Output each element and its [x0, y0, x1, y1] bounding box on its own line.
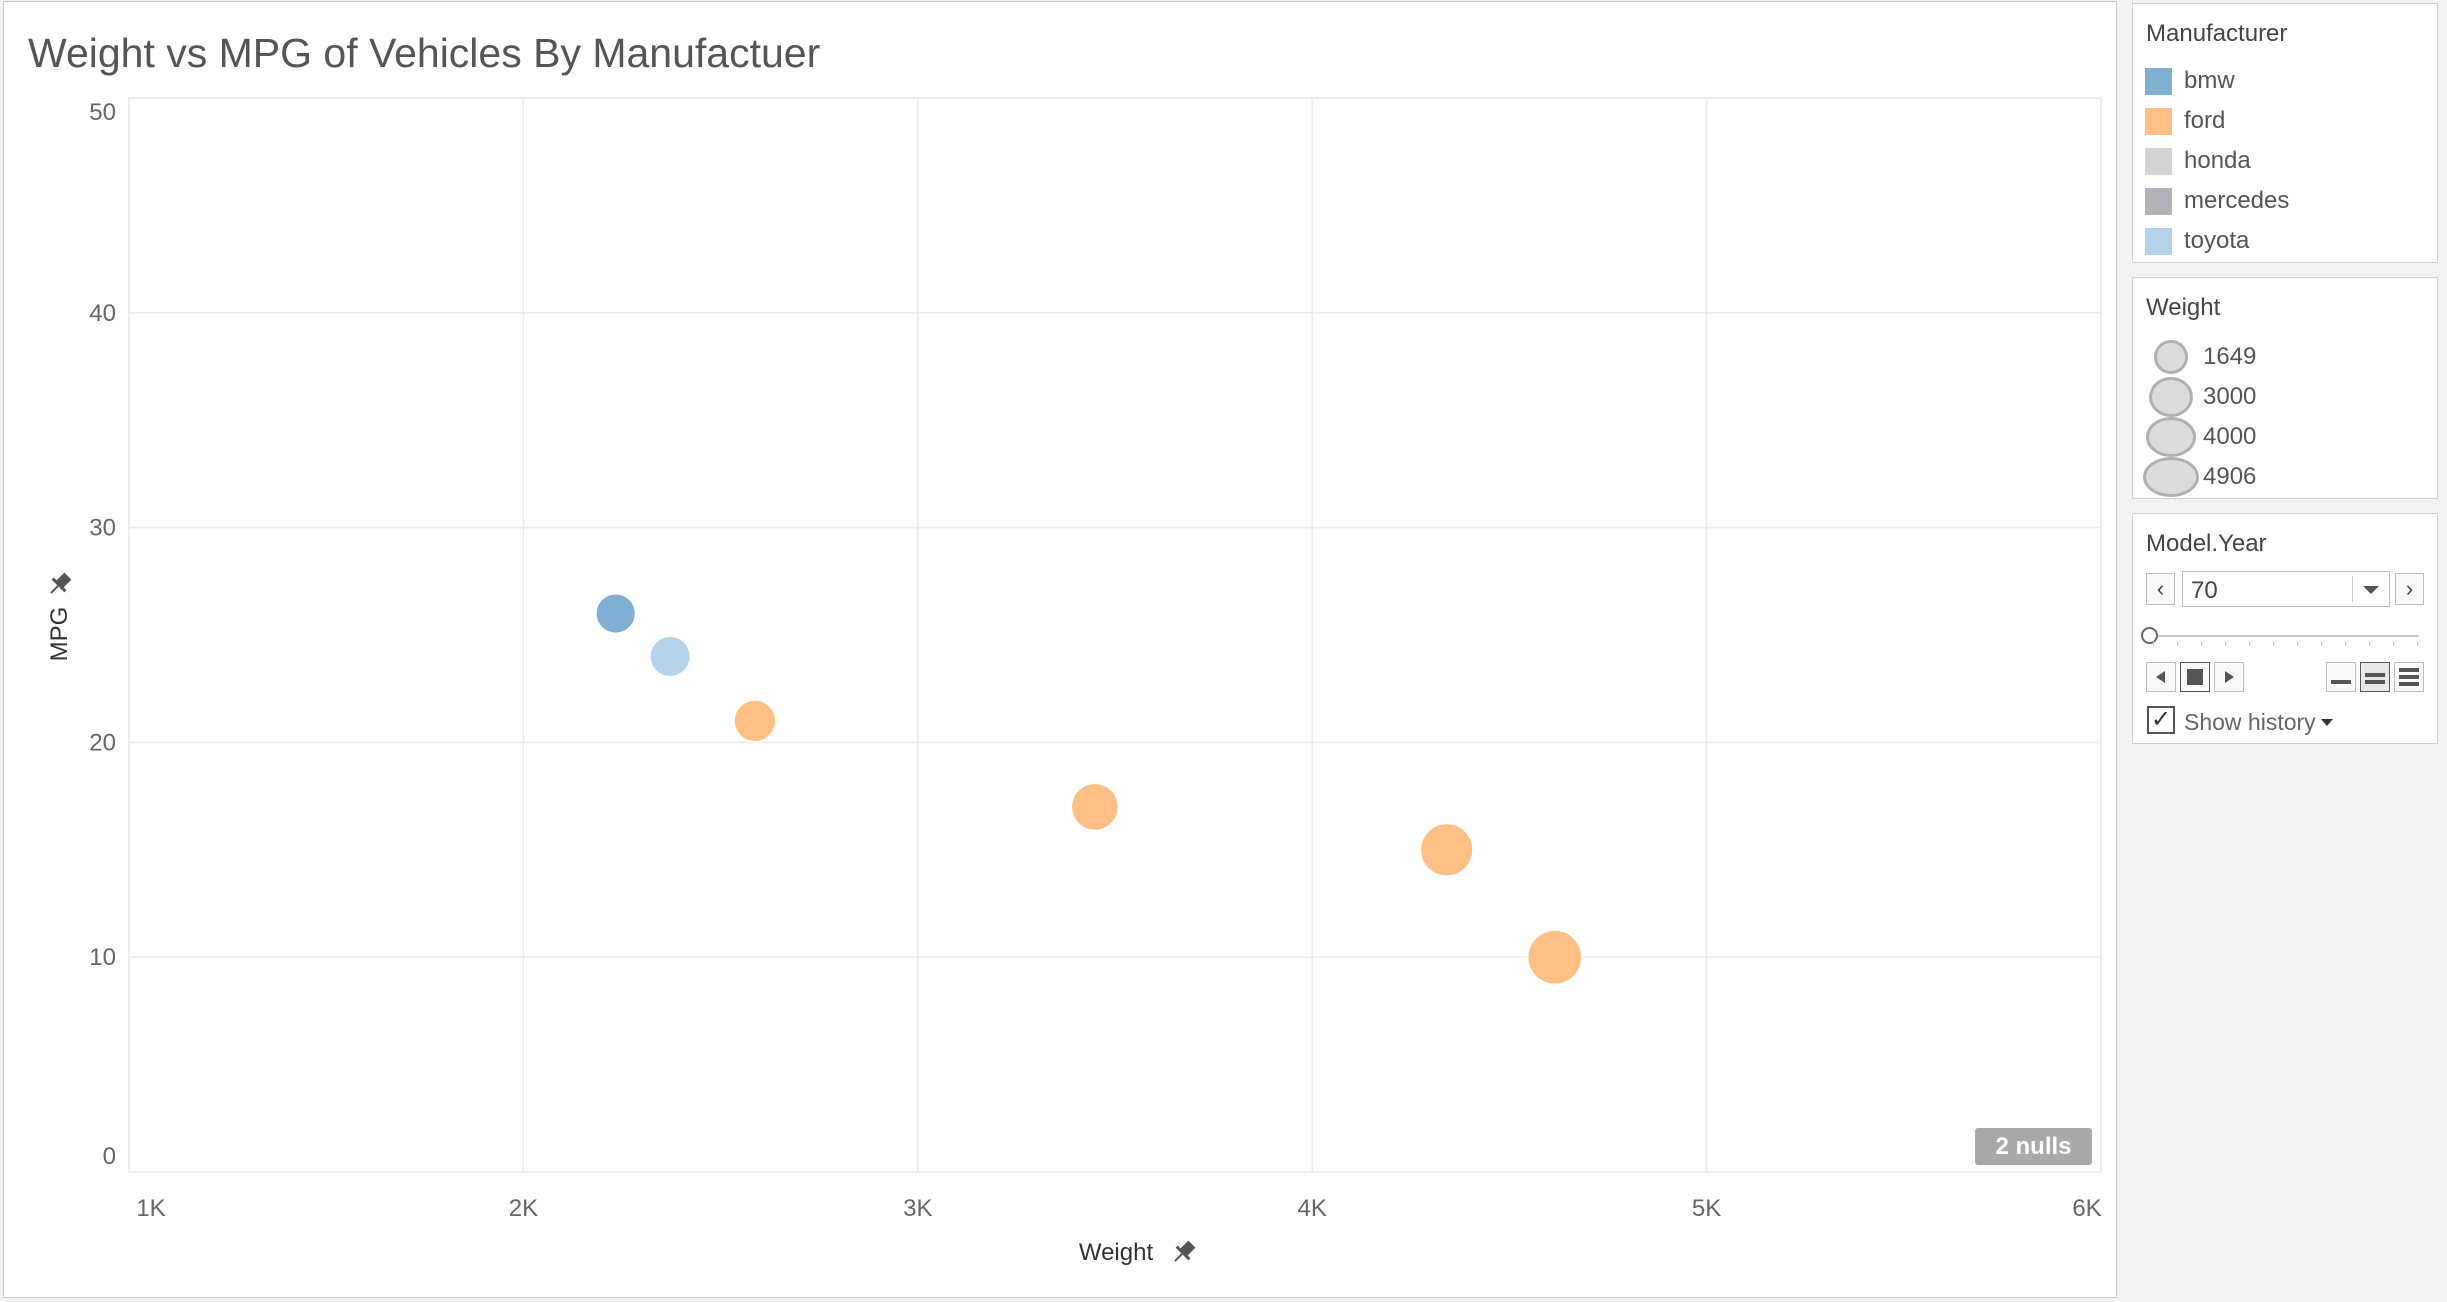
speed-medium-icon — [2365, 673, 2385, 684]
legend-label: ford — [2184, 107, 2226, 134]
legend-swatch — [2145, 227, 2172, 255]
x-axis-label: Weight — [1079, 1239, 1154, 1266]
play-back-icon — [2156, 671, 2165, 683]
legend-item-toyota[interactable]: toyota — [2145, 226, 2249, 256]
data-point-ford — [1070, 782, 1120, 832]
y-tick-label: 50 — [89, 99, 116, 126]
filter-title: Model.Year — [2146, 530, 2267, 557]
play-forward-icon — [2225, 671, 2234, 683]
size-legend-item: 3000 — [2141, 377, 2256, 417]
slider-tick — [2393, 641, 2394, 646]
x-tick-label: 6K — [2072, 1195, 2101, 1222]
model-year-select[interactable]: 70 — [2182, 571, 2390, 607]
size-circle-icon — [2141, 340, 2201, 374]
slider-tick — [2225, 641, 2226, 646]
y-tick-label: 0 — [103, 1143, 116, 1170]
size-legend-label: 3000 — [2203, 383, 2257, 410]
data-point-ford — [733, 699, 777, 743]
size-legend-label: 4906 — [2203, 463, 2257, 490]
stop-icon — [2187, 669, 2203, 685]
y-axis-label: MPG — [46, 607, 73, 662]
caret-down-icon[interactable] — [2321, 719, 2333, 726]
weight-legend-title: Weight — [2146, 294, 2221, 321]
x-tick-label: 1K — [136, 1195, 165, 1222]
size-legend-label: 4000 — [2203, 423, 2257, 450]
year-slider-track[interactable] — [2153, 635, 2419, 637]
next-value-button[interactable]: › — [2395, 573, 2424, 605]
chart-area: 1K 2K 3K 4K 5K 6K 0 10 20 30 40 50 Weight MPG Weight … — [3, 1, 2117, 1298]
legend-item-mercedes[interactable]: mercedes — [2145, 186, 2289, 216]
model-year-filter: Model.Year ‹ 70 › ✓ Show history — [2132, 513, 2438, 744]
legend-label: toyota — [2184, 227, 2250, 254]
chevron-down-icon — [2363, 586, 2379, 594]
size-legend-item: 4906 — [2141, 457, 2256, 497]
checkmark-icon: ✓ — [2150, 706, 2172, 733]
legend-swatch — [2145, 67, 2172, 95]
size-legend-label: 1649 — [2203, 343, 2257, 370]
legend-item-ford[interactable]: ford — [2145, 106, 2225, 136]
legend-swatch — [2145, 147, 2172, 175]
x-tick-label: 5K — [1692, 1195, 1721, 1222]
legend-swatch — [2145, 107, 2172, 135]
size-circle-icon — [2141, 457, 2201, 497]
legend-label: mercedes — [2184, 187, 2290, 214]
y-tick-label: 10 — [89, 944, 116, 971]
y-tick-label: 20 — [89, 729, 116, 756]
manufacturer-legend-title: Manufacturer — [2146, 20, 2288, 47]
pin-icon — [1174, 1240, 1196, 1262]
pin-icon — [50, 572, 72, 594]
slider-tick — [2153, 641, 2154, 646]
data-point-ford — [1526, 929, 1583, 986]
stop-button[interactable] — [2180, 662, 2210, 692]
slider-tick — [2201, 641, 2202, 646]
speed-slow-icon — [2331, 680, 2351, 684]
legend-swatch — [2145, 187, 2172, 215]
manufacturer-legend: Manufacturer bmw ford honda mercedes toy… — [2132, 3, 2438, 263]
chevron-right-icon: › — [2405, 576, 2414, 601]
prev-value-button[interactable]: ‹ — [2146, 573, 2175, 605]
chart-title: Weight vs MPG of Vehicles By Manufactuer — [28, 30, 821, 76]
year-slider-handle[interactable] — [2141, 627, 2158, 644]
x-tick-label: 4K — [1298, 1195, 1327, 1222]
legend-item-honda[interactable]: honda — [2145, 146, 2251, 176]
slider-tick — [2321, 641, 2322, 646]
y-tick-label: 30 — [89, 515, 116, 542]
slider-tick — [2273, 641, 2274, 646]
show-history-checkbox[interactable]: ✓ — [2147, 706, 2175, 734]
slider-tick — [2345, 641, 2346, 646]
size-circle-icon — [2141, 417, 2201, 457]
slider-tick — [2249, 641, 2250, 646]
slider-tick — [2297, 641, 2298, 646]
plot-frame — [128, 97, 2102, 1173]
size-legend-item: 4000 — [2141, 417, 2256, 457]
y-tick-label: 40 — [89, 300, 116, 327]
data-point-bmw — [595, 592, 637, 635]
chevron-left-icon: ‹ — [2156, 576, 2165, 601]
slider-tick — [2417, 641, 2418, 646]
size-circle-icon — [2141, 377, 2201, 417]
play-forward-button[interactable] — [2214, 662, 2244, 692]
size-legend-item: 1649 — [2141, 337, 2256, 377]
play-back-button[interactable] — [2146, 662, 2176, 692]
legend-label: bmw — [2184, 67, 2235, 94]
slider-tick — [2177, 641, 2178, 646]
select-divider — [2352, 576, 2353, 602]
speed-fast-icon — [2399, 668, 2419, 686]
speed-slow-button[interactable] — [2326, 662, 2356, 692]
model-year-value: 70 — [2191, 577, 2218, 604]
weight-size-legend: Weight 1649 3000 4000 4906 — [2132, 277, 2438, 499]
show-history-label[interactable]: Show history — [2184, 709, 2316, 735]
speed-medium-button[interactable] — [2360, 662, 2390, 692]
x-tick-label: 3K — [903, 1195, 932, 1222]
data-point-toyota — [649, 635, 692, 678]
nulls-badge[interactable]: 2 nulls — [1975, 1128, 2092, 1165]
legend-item-bmw[interactable]: bmw — [2145, 66, 2235, 96]
speed-fast-button[interactable] — [2394, 662, 2424, 692]
data-point-ford — [1419, 822, 1474, 877]
legend-label: honda — [2184, 147, 2251, 174]
x-tick-label: 2K — [509, 1195, 538, 1222]
slider-tick — [2369, 641, 2370, 646]
scatter-plot: 1K 2K 3K 4K 5K 6K 0 10 20 30 40 50 Weight MPG — [46, 97, 2102, 1266]
